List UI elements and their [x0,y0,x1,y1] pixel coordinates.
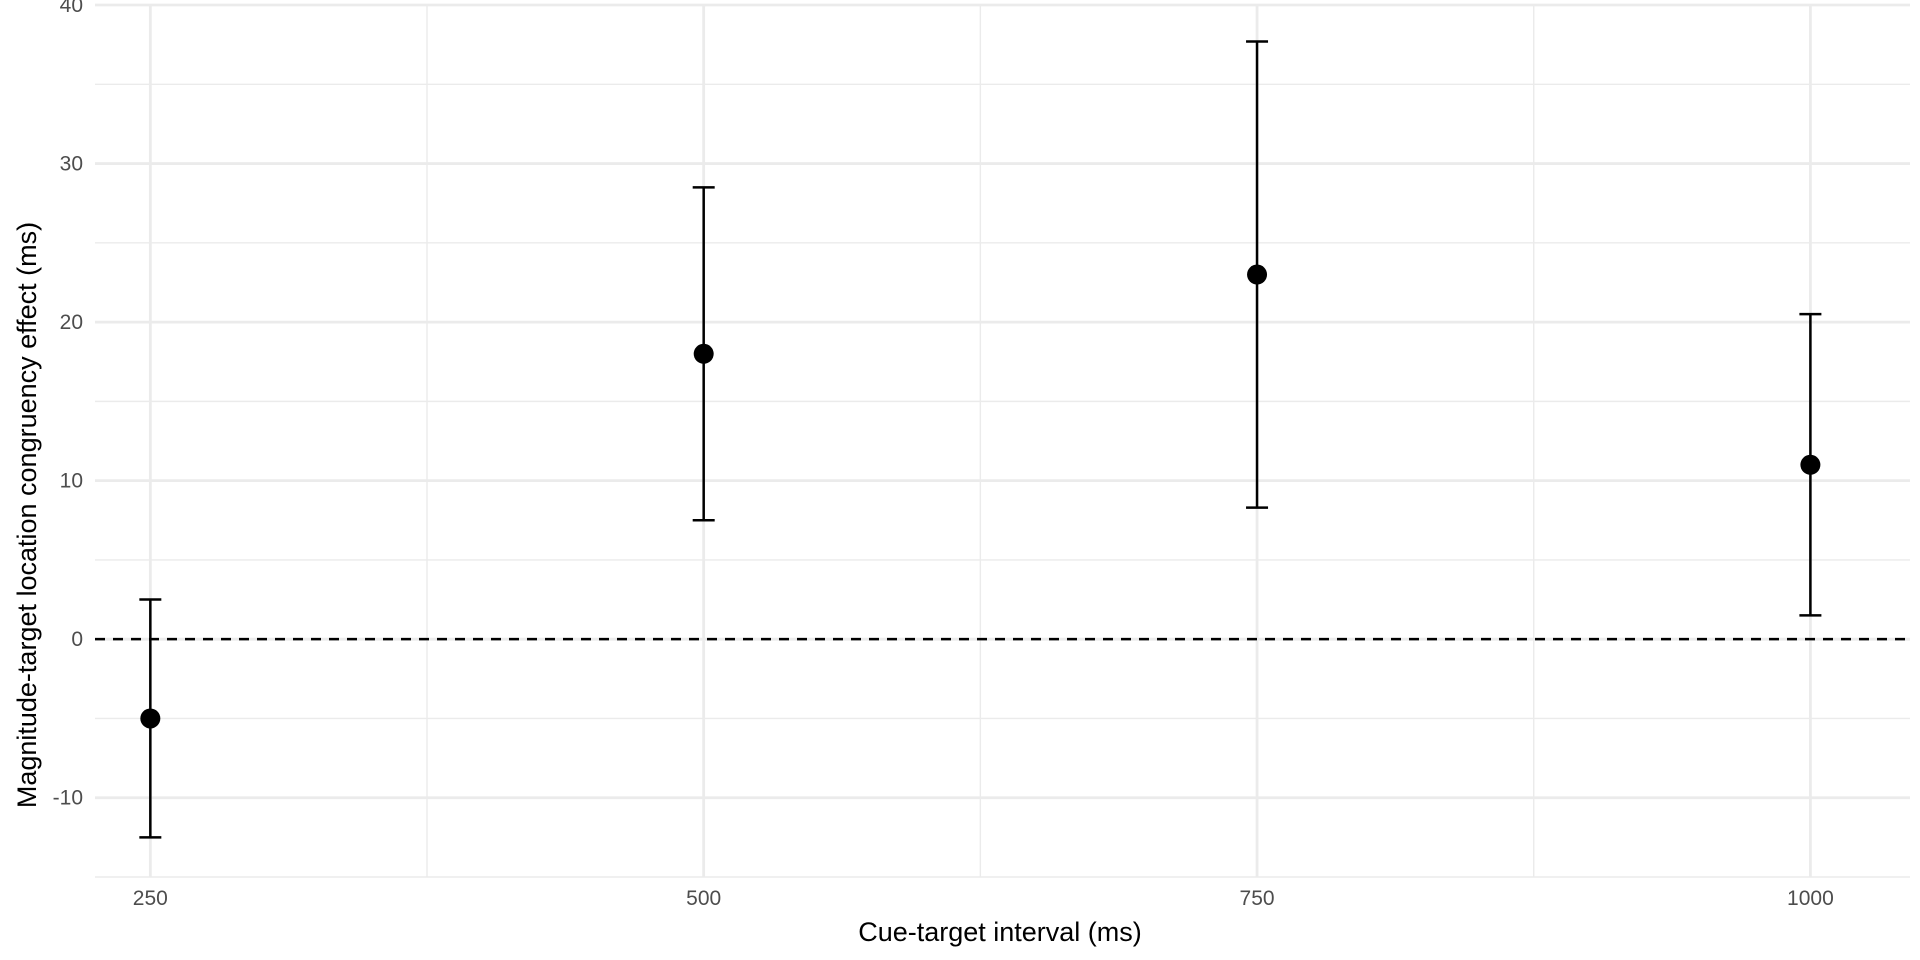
y-tick-label: 30 [60,153,83,176]
y-tick-label: -10 [53,787,83,810]
grid-lines [95,3,1910,878]
y-tick-label: 40 [60,0,83,17]
data-point [1800,454,1821,475]
y-axis-title: Magnitude-target location congruency eff… [12,222,42,808]
y-tick-label: 10 [60,470,83,493]
x-tick-label: 500 [686,887,721,910]
x-axis-tick-labels: 250 500 750 1000 [133,887,1834,910]
x-axis-title: Cue-target interval (ms) [858,917,1142,947]
x-tick-label: 750 [1240,887,1275,910]
y-tick-label: 0 [71,628,83,651]
data-point [1247,264,1268,285]
y-tick-label: 20 [60,311,83,334]
x-tick-label: 1000 [1787,887,1834,910]
x-tick-label: 250 [133,887,168,910]
data-point [693,343,714,364]
y-axis-tick-labels: -10 0 10 20 30 40 [53,0,83,810]
data-point [140,708,161,729]
data-points [140,264,1821,729]
